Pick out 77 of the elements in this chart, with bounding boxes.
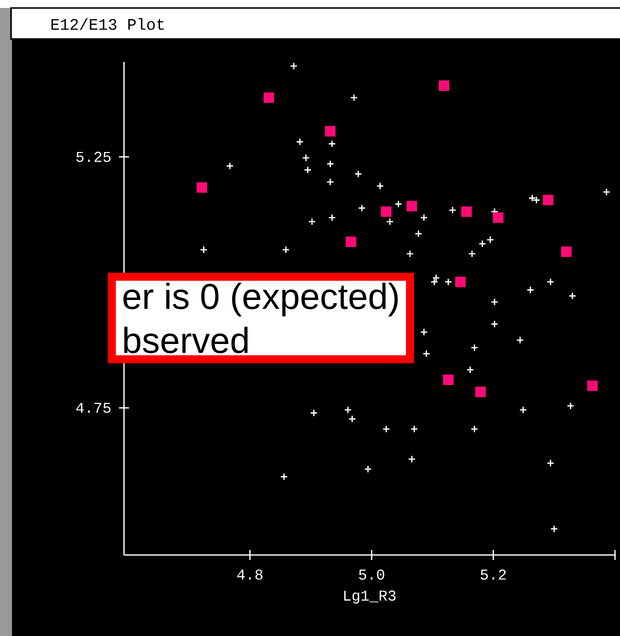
- point: [326, 178, 334, 186]
- point: [296, 138, 304, 146]
- point: [406, 200, 418, 212]
- point: [455, 276, 466, 288]
- point: [602, 188, 610, 196]
- y-tick-label: 4.75: [76, 402, 111, 413]
- point: [358, 204, 366, 212]
- point: [346, 236, 356, 247]
- x-axis-title: Lg1_R3: [344, 590, 396, 604]
- point: [444, 278, 452, 286]
- point: [344, 406, 352, 414]
- point: [408, 455, 416, 463]
- point: [561, 246, 572, 258]
- point: [226, 162, 234, 170]
- point: [328, 214, 336, 222]
- point: [308, 218, 316, 226]
- point: [364, 465, 372, 473]
- chart-title: E12/E13 Plot: [51, 18, 164, 30]
- point: [470, 425, 478, 433]
- point: [304, 166, 312, 174]
- point: [414, 230, 422, 238]
- point: [290, 62, 298, 70]
- point: [448, 206, 456, 214]
- point: [468, 250, 476, 258]
- point: [443, 374, 454, 386]
- x-tick-label: 5.2: [480, 570, 506, 580]
- x-tick-label: 4.8: [237, 570, 262, 580]
- point: [542, 194, 554, 206]
- point: [325, 126, 336, 137]
- point: [326, 160, 334, 168]
- point: [376, 182, 384, 190]
- point: [350, 94, 358, 102]
- point: [386, 218, 394, 226]
- point: [354, 170, 362, 178]
- point: [406, 250, 414, 258]
- point: [380, 206, 392, 217]
- point: [466, 366, 474, 374]
- point: [200, 246, 208, 254]
- x-tick-label: 5.0: [359, 570, 384, 580]
- point: [422, 350, 430, 358]
- point: [432, 274, 440, 282]
- point: [264, 92, 274, 103]
- y-tick-label: 5.25: [76, 152, 111, 162]
- point: [519, 406, 527, 414]
- point: [348, 415, 356, 423]
- point: [526, 286, 534, 294]
- point: [470, 344, 478, 352]
- point: [420, 328, 428, 336]
- point: [475, 386, 486, 398]
- point: [492, 212, 504, 223]
- point: [394, 200, 402, 208]
- point: [478, 240, 486, 248]
- point: [430, 278, 438, 286]
- point: [490, 320, 498, 328]
- point: [196, 182, 208, 193]
- point: [568, 292, 576, 300]
- point: [438, 80, 450, 91]
- point: [280, 472, 288, 481]
- point: [546, 278, 554, 286]
- annotation: er is 0 (expected): [123, 282, 398, 316]
- point: [420, 214, 428, 222]
- point: [490, 298, 498, 306]
- point: [486, 236, 494, 244]
- point: [546, 459, 554, 467]
- point: [328, 140, 336, 148]
- point: [382, 425, 390, 433]
- point: [516, 336, 524, 344]
- point: [566, 402, 574, 410]
- point: [528, 194, 536, 202]
- point: [410, 425, 418, 433]
- point: [550, 525, 558, 533]
- point: [310, 409, 318, 417]
- annotation: bserved: [124, 326, 248, 354]
- point: [302, 154, 310, 162]
- point: [587, 380, 598, 392]
- point: [461, 206, 472, 217]
- point: [282, 246, 290, 254]
